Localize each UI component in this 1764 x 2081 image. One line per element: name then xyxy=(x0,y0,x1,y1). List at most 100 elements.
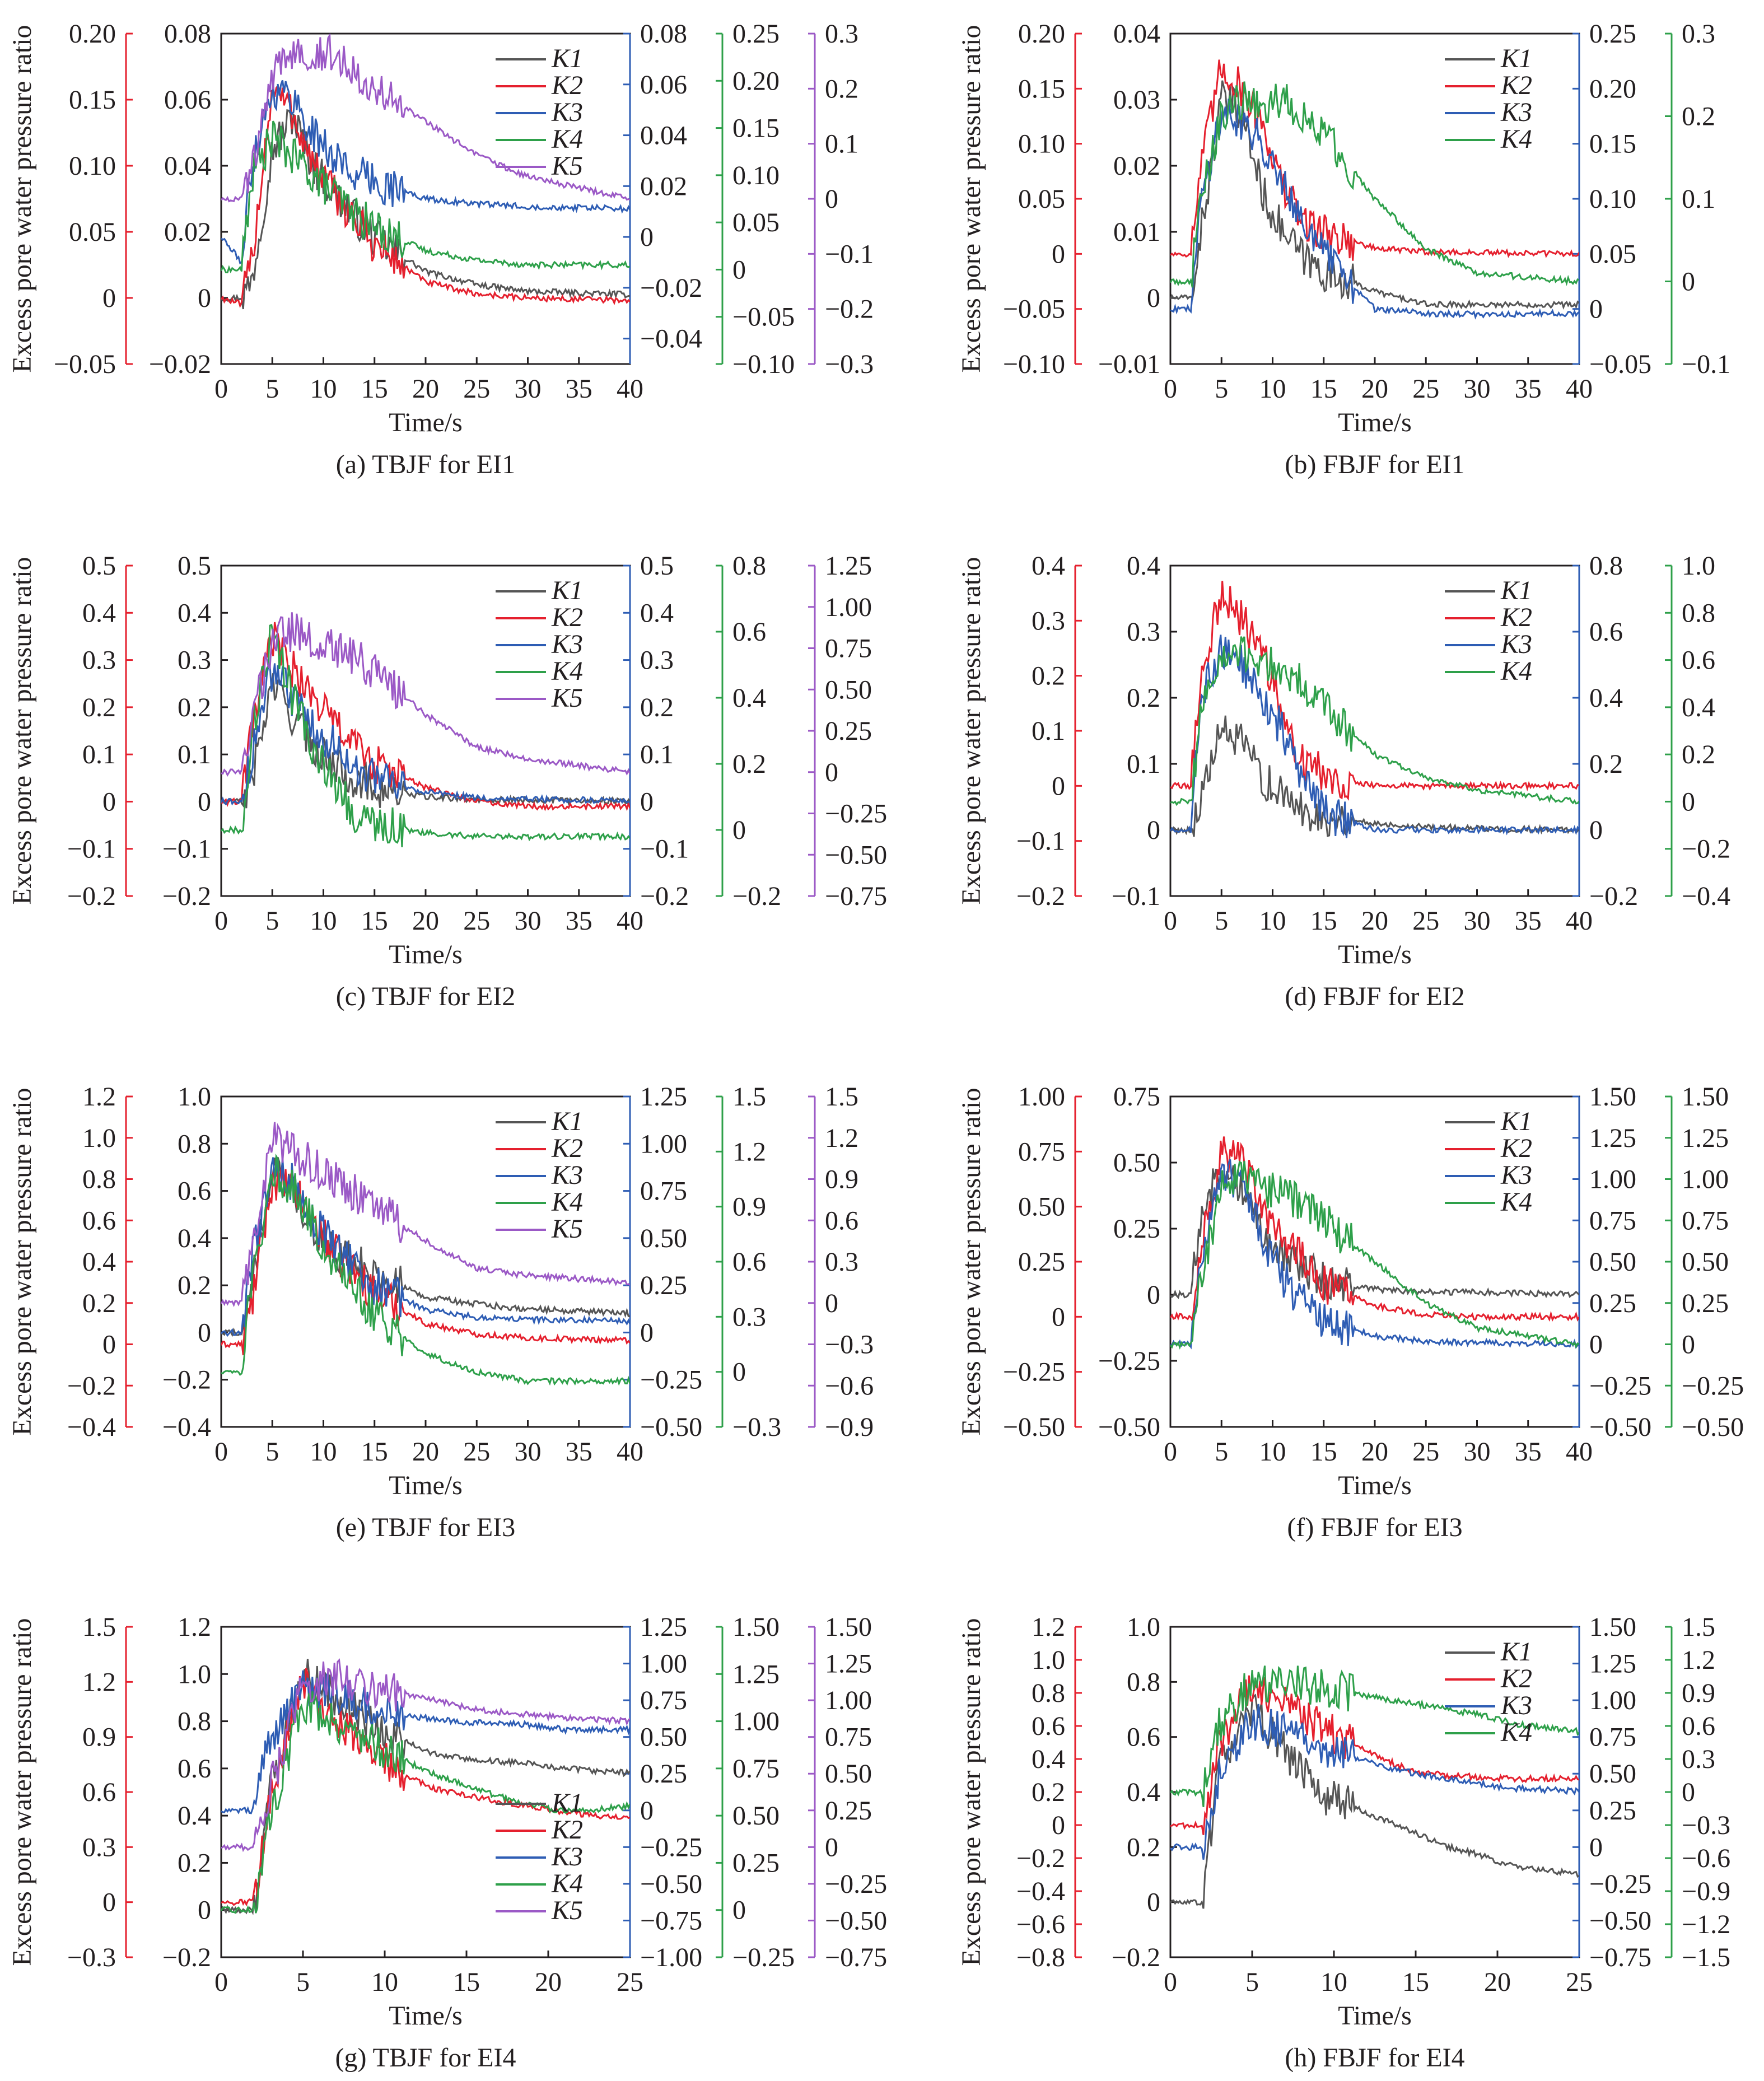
y-tick-label: −0.4 xyxy=(1016,1877,1065,1906)
x-tick-label: 5 xyxy=(1215,374,1228,404)
y-tick-label: −0.1 xyxy=(640,834,689,864)
y-tick-label: 0.50 xyxy=(732,1801,780,1831)
legend-label-k4: K4 xyxy=(1500,656,1532,686)
legend-label-k3: K3 xyxy=(551,1842,583,1872)
x-tick-label: 15 xyxy=(361,1437,388,1467)
x-tick-label: 15 xyxy=(1310,1437,1337,1467)
x-axis-label: Time/s xyxy=(1338,1471,1412,1500)
y-tick-label: −0.3 xyxy=(825,1330,874,1360)
y-tick-label: 0.3 xyxy=(82,646,116,675)
x-tick-label: 30 xyxy=(515,906,542,936)
y-tick-label: 0.4 xyxy=(82,1247,116,1277)
y-tick-label: 0.6 xyxy=(1589,617,1623,647)
y-tick-label: −0.2 xyxy=(67,1371,116,1401)
panel-caption: (a) TBJF for EI1 xyxy=(336,450,515,479)
y-tick-label: 0.2 xyxy=(732,749,766,779)
y-tick-label: −0.2 xyxy=(162,1943,211,1972)
x-tick-label: 25 xyxy=(1412,1437,1439,1467)
y-tick-label: 0.3 xyxy=(178,646,211,675)
y-tick-label: −0.50 xyxy=(640,1869,702,1899)
y-tick-label: 0.8 xyxy=(1032,1678,1065,1708)
y-tick-label: −0.25 xyxy=(825,799,887,829)
y-tick-label: 0.10 xyxy=(69,151,116,181)
x-tick-label: 35 xyxy=(566,906,592,936)
y-tick-label: −0.6 xyxy=(1682,1844,1730,1873)
y-tick-label: 0.15 xyxy=(69,85,116,115)
y-tick-label: 1.00 xyxy=(732,1707,780,1737)
y-tick-label: 1.2 xyxy=(732,1137,766,1167)
y-tick-label: 0 xyxy=(1682,1330,1695,1360)
y-tick-label: 0.4 xyxy=(1127,1777,1160,1807)
y-tick-label: 0 xyxy=(1052,1302,1065,1332)
y-tick-label: −0.50 xyxy=(1589,1906,1651,1935)
y-tick-label: 0 xyxy=(1682,787,1695,816)
y-tick-label: −0.25 xyxy=(1098,1346,1160,1376)
chart-panel-g: 0 5 10 15 20 25 Time/s (g) TBJF for EI4 1.2 1.0 0.… xyxy=(7,1612,887,2073)
y-tick-label: 1.25 xyxy=(1682,1123,1729,1153)
y-tick-label: 0.5 xyxy=(640,551,674,581)
y-tick-label: −0.4 xyxy=(162,1412,211,1442)
y-tick-label: 0.8 xyxy=(732,551,766,581)
y-tick-label: 0.6 xyxy=(825,1206,858,1235)
y-tick-label: 0 xyxy=(640,1318,654,1347)
y-tick-label: −0.10 xyxy=(732,349,795,379)
y-tick-label: 0 xyxy=(732,815,746,845)
y-tick-label: −0.2 xyxy=(162,1365,211,1395)
x-tick-label: 15 xyxy=(1402,1967,1429,1997)
panel-caption: (e) TBJF for EI3 xyxy=(336,1513,515,1542)
y-tick-label: 0.25 xyxy=(732,1848,780,1878)
legend-label-k4: K4 xyxy=(1500,1718,1532,1747)
y-tick-label: 0.8 xyxy=(178,1129,211,1159)
legend-label-k2: K2 xyxy=(1500,1133,1532,1163)
y-tick-label: 0 xyxy=(825,1832,838,1862)
series-line-k3 xyxy=(1170,634,1579,838)
y-tick-label: 0.1 xyxy=(178,740,211,769)
y-tick-label: 0 xyxy=(1589,295,1603,324)
x-tick-label: 30 xyxy=(515,374,542,404)
y-tick-label: 0 xyxy=(825,184,838,214)
y-tick-label: 0 xyxy=(640,787,654,816)
x-tick-label: 20 xyxy=(1361,906,1388,936)
y-tick-label: 0 xyxy=(1682,1777,1695,1807)
y-tick-label: 0.3 xyxy=(1127,617,1160,647)
y-tick-label: 1.2 xyxy=(82,1082,116,1112)
y-tick-label: −0.1 xyxy=(1682,349,1730,379)
legend-label-k1: K1 xyxy=(551,44,583,73)
y-tick-label: 0 xyxy=(640,222,654,252)
y-tick-label: −1.00 xyxy=(640,1943,702,1972)
y-tick-label: 0 xyxy=(1682,267,1695,297)
y-tick-label: −0.2 xyxy=(1589,881,1638,911)
y-tick-label: 0.04 xyxy=(164,151,211,181)
x-tick-label: 5 xyxy=(1245,1967,1259,1997)
y-tick-label: 0.6 xyxy=(1127,1723,1160,1752)
x-tick-label: 35 xyxy=(1515,906,1542,936)
y-tick-label: −0.02 xyxy=(640,273,702,303)
y-tick-label: 0.08 xyxy=(164,19,211,49)
y-tick-label: −0.05 xyxy=(54,349,116,379)
legend-label-k2: K2 xyxy=(551,1133,583,1163)
x-tick-label: 30 xyxy=(1464,1437,1491,1467)
y-tick-label: 0.2 xyxy=(178,693,211,722)
y-tick-label: 1.5 xyxy=(732,1082,766,1112)
y-tick-label: 0.08 xyxy=(640,19,687,49)
y-tick-label: 0.6 xyxy=(1032,1711,1065,1741)
series-line-k4 xyxy=(1170,636,1579,806)
series-line-k3 xyxy=(221,1670,630,1815)
y-tick-label: −0.50 xyxy=(1682,1412,1744,1442)
y-tick-label: 0.5 xyxy=(178,551,211,581)
y-axis-label: Excess pore water pressure ratio xyxy=(956,557,986,904)
panel-caption: (c) TBJF for EI2 xyxy=(336,982,515,1011)
x-tick-label: 35 xyxy=(1515,1437,1542,1467)
y-tick-label: 1.5 xyxy=(825,1082,858,1112)
x-tick-label: 35 xyxy=(566,374,592,404)
y-tick-label: −0.25 xyxy=(640,1832,702,1862)
y-tick-label: 0 xyxy=(198,283,211,313)
series-line-k3 xyxy=(221,80,630,265)
y-tick-label: 0.15 xyxy=(1018,74,1065,104)
y-tick-label: 0.25 xyxy=(1682,1289,1729,1318)
y-tick-label: 0.50 xyxy=(1682,1247,1729,1277)
y-tick-label: 0.1 xyxy=(640,740,674,769)
x-tick-label: 35 xyxy=(1515,374,1542,404)
y-tick-label: 1.00 xyxy=(640,1649,687,1679)
y-axis-label: Excess pore water pressure ratio xyxy=(7,25,37,372)
